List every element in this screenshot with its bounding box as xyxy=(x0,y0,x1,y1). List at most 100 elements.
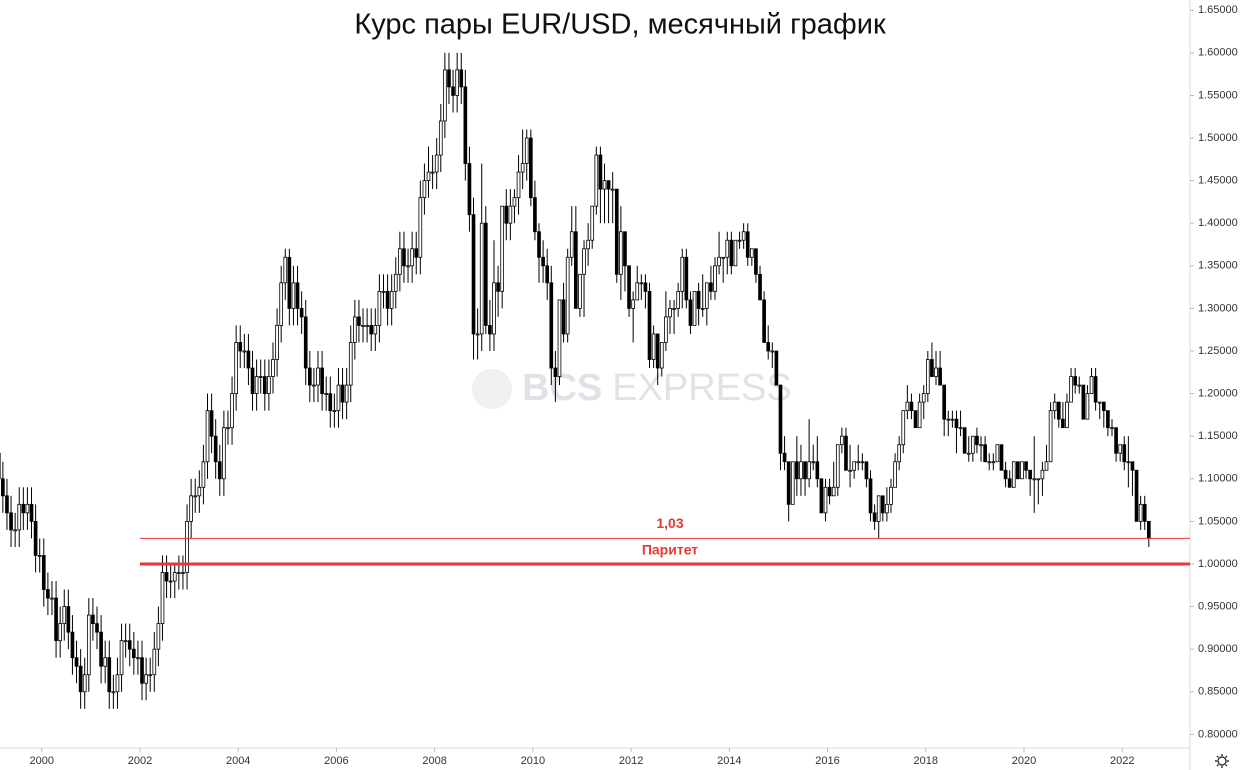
plot-area xyxy=(0,52,1151,709)
candle-body xyxy=(1118,444,1123,454)
candle-body xyxy=(406,265,410,268)
candle-body xyxy=(353,316,357,343)
candle-body xyxy=(234,342,238,394)
candle-body xyxy=(471,214,476,335)
candle-body xyxy=(41,555,46,590)
candle-body xyxy=(451,86,455,96)
candle-body xyxy=(37,555,42,557)
candle-body xyxy=(586,239,590,250)
candle-body xyxy=(479,222,484,335)
candle-body xyxy=(1003,469,1008,480)
candle-body xyxy=(140,657,144,684)
candle-body xyxy=(222,427,226,480)
candle-body xyxy=(205,410,210,463)
candle-body xyxy=(750,248,754,258)
candle-body xyxy=(770,350,775,353)
candle-body xyxy=(819,478,824,514)
candle-body xyxy=(582,248,586,275)
candle-body xyxy=(242,350,247,353)
candle-body xyxy=(516,171,521,199)
candle-body xyxy=(136,657,140,660)
candle-body xyxy=(1106,410,1110,429)
candle-body xyxy=(1052,401,1057,412)
candle-body xyxy=(447,69,451,88)
candle-body xyxy=(496,282,500,292)
candle-body xyxy=(303,316,308,369)
candle-body xyxy=(1061,418,1065,429)
candle-body xyxy=(991,461,996,464)
candle-body xyxy=(418,197,423,258)
candle-body xyxy=(1040,469,1045,480)
x-tick-label: 2000 xyxy=(30,755,54,767)
reference-label: Паритет xyxy=(642,542,698,558)
candle-body xyxy=(864,461,869,480)
candle-body xyxy=(156,623,161,650)
candle-body xyxy=(688,299,693,326)
settings-icon[interactable] xyxy=(1215,754,1229,768)
candle-body xyxy=(1073,376,1077,386)
y-tick-label: 1.40000 xyxy=(1198,217,1238,229)
candle-body xyxy=(1048,410,1053,463)
candle-body xyxy=(520,163,525,173)
candle-body xyxy=(823,486,828,514)
candle-body xyxy=(541,256,545,267)
candle-body xyxy=(700,308,705,310)
candle-body xyxy=(1,478,5,497)
y-tick-label: 1.30000 xyxy=(1198,302,1238,314)
candle-body xyxy=(831,486,836,497)
candle-body xyxy=(410,248,414,267)
candle-body xyxy=(1138,503,1143,522)
candle-body xyxy=(925,359,930,394)
candle-body xyxy=(942,384,947,420)
y-tick-label: 1.15000 xyxy=(1198,430,1238,442)
candle-body xyxy=(659,342,664,369)
candle-body xyxy=(91,614,95,625)
candle-body xyxy=(393,273,398,292)
candle-body xyxy=(279,282,284,326)
candle-body xyxy=(377,290,382,326)
x-tick-label: 2012 xyxy=(619,755,643,767)
candle-body xyxy=(70,631,75,659)
candle-body xyxy=(365,325,369,327)
candle-body xyxy=(267,376,271,394)
candle-body xyxy=(152,648,157,676)
candle-body xyxy=(463,86,468,164)
candle-body xyxy=(287,256,292,309)
candle-body xyxy=(217,461,222,480)
candle-body xyxy=(921,393,926,403)
candle-body xyxy=(324,393,329,395)
candle-body xyxy=(483,222,488,326)
candle-body xyxy=(897,444,902,463)
candle-body xyxy=(758,273,762,301)
candle-body xyxy=(623,231,627,267)
candle-body xyxy=(438,120,443,156)
candle-body xyxy=(962,427,967,454)
candle-body xyxy=(177,572,181,574)
candle-body xyxy=(594,154,599,207)
y-tick-label: 1.00000 xyxy=(1198,558,1238,570)
candle-body xyxy=(1036,478,1041,481)
candle-body xyxy=(111,691,116,694)
candle-body xyxy=(913,410,918,429)
candle-body xyxy=(213,435,218,463)
candle-body xyxy=(82,674,87,693)
candle-body xyxy=(668,308,672,318)
candle-body xyxy=(598,154,603,190)
candle-body xyxy=(1077,384,1082,387)
candle-body xyxy=(995,444,1000,463)
candle-body xyxy=(635,282,640,301)
candle-body xyxy=(332,410,337,413)
candle-body xyxy=(398,248,402,275)
candle-body xyxy=(934,367,938,377)
candle-body xyxy=(786,461,791,505)
candle-body xyxy=(307,367,312,386)
candle-body xyxy=(127,640,132,650)
candle-body xyxy=(492,282,496,335)
watermark-bold: BCS xyxy=(522,367,602,409)
candle-body xyxy=(725,239,730,258)
candle-body xyxy=(512,197,517,207)
candle-body xyxy=(119,640,124,676)
candle-body xyxy=(271,359,275,377)
candle-body xyxy=(168,580,173,583)
candle-body xyxy=(78,665,83,693)
